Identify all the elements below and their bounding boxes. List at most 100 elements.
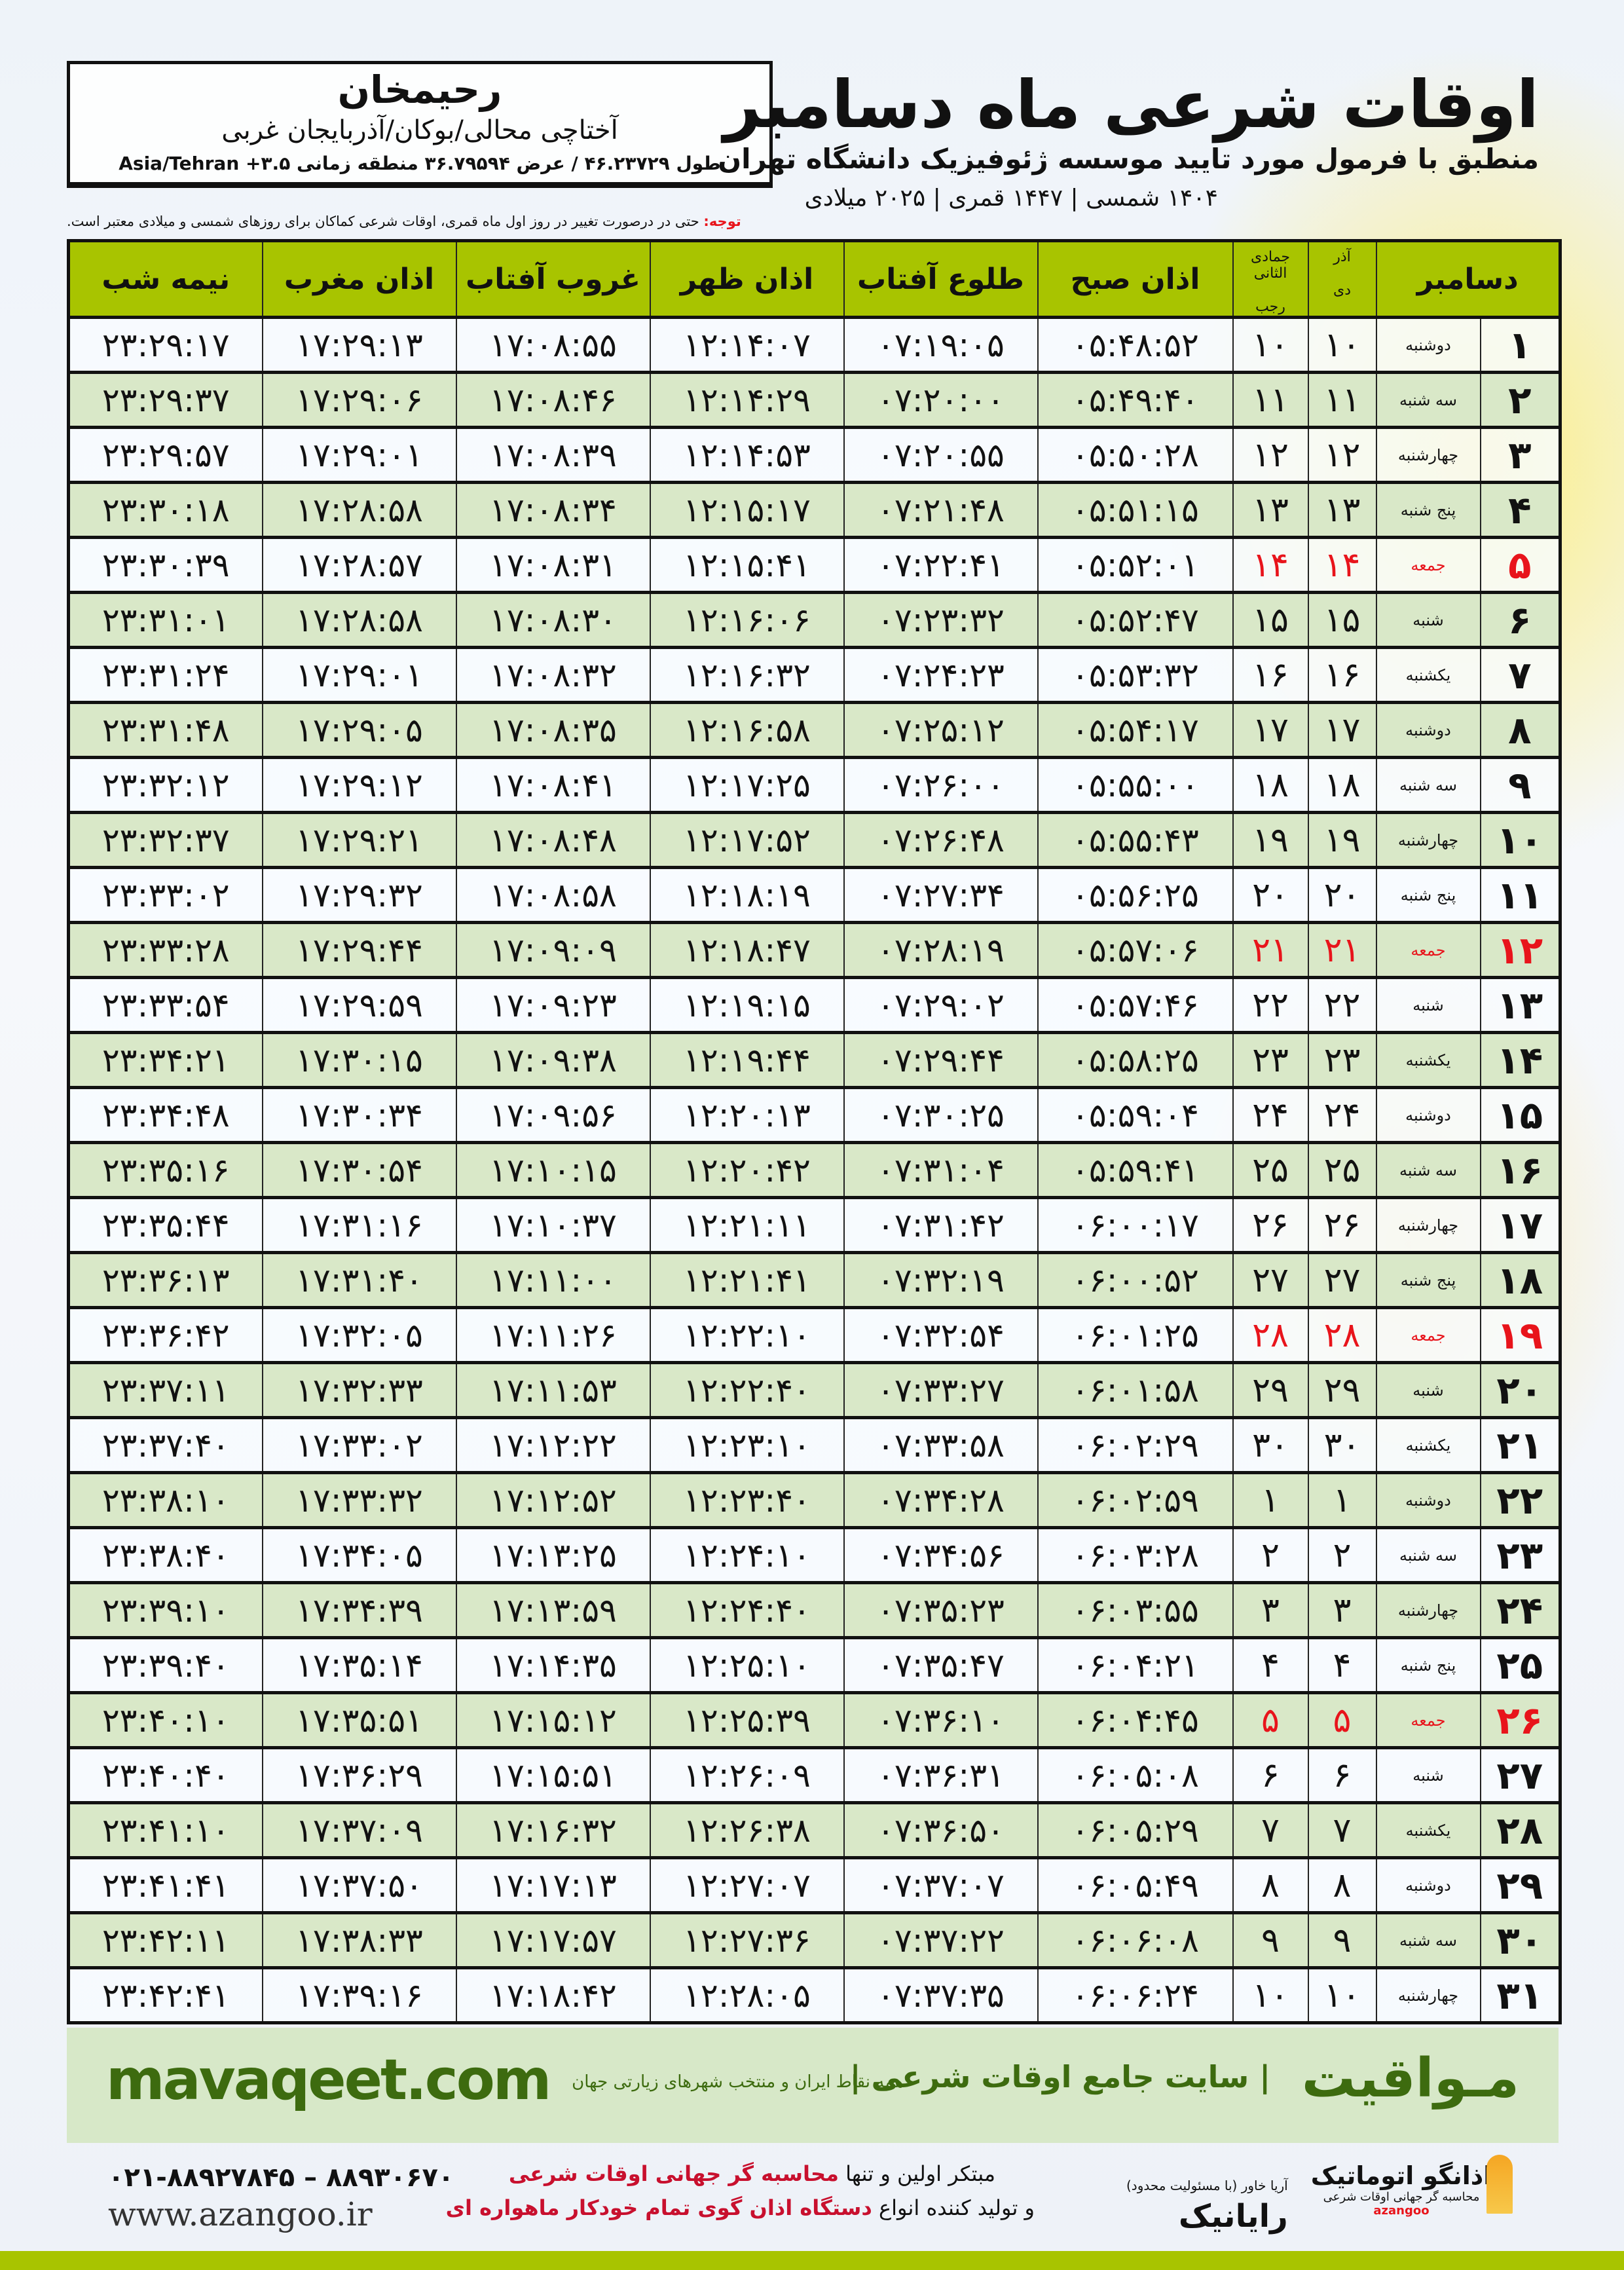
cell-dhuhr: ۱۲:۲۰:۱۳ bbox=[649, 1087, 844, 1144]
cell-fajr: ۰۵:۵۹:۴۱ bbox=[1037, 1142, 1233, 1199]
cell-dhuhr: ۱۲:۱۴:۲۹ bbox=[649, 372, 844, 429]
cell-sunset: ۱۷:۰۸:۵۸ bbox=[455, 867, 650, 924]
cell-qamari: ۲۳ bbox=[1232, 1032, 1308, 1089]
cell-sunrise: ۰۷:۳۳:۲۷ bbox=[843, 1362, 1038, 1419]
cell-fajr: ۰۶:۰۳:۲۸ bbox=[1037, 1527, 1233, 1584]
cell-sunrise: ۰۷:۳۷:۲۲ bbox=[843, 1912, 1038, 1969]
cell-shamsi: ۳۰ bbox=[1307, 1417, 1376, 1474]
cell-day: ۲۷ bbox=[1479, 1747, 1560, 1804]
cell-sunrise: ۰۷:۲۷:۳۴ bbox=[843, 867, 1038, 924]
cell-maghrib: ۱۷:۳۴:۳۹ bbox=[261, 1582, 456, 1639]
cell-fajr: ۰۶:۰۵:۴۹ bbox=[1037, 1857, 1233, 1914]
azangoo-url[interactable]: www.azangoo.ir bbox=[108, 2195, 373, 2233]
cell-midnight: ۲۳:۳۹:۱۰ bbox=[67, 1582, 263, 1639]
cell-qamari: ۱۵ bbox=[1232, 592, 1308, 649]
cell-dhuhr: ۱۲:۱۵:۴۱ bbox=[649, 537, 844, 594]
cell-weekday: پنج شنبه bbox=[1375, 482, 1481, 539]
cell-maghrib: ۱۷:۲۹:۰۱ bbox=[261, 427, 456, 484]
cell-maghrib: ۱۷:۳۸:۳۳ bbox=[261, 1912, 456, 1969]
table-row: ۱۲ جمعه ۲۱ ۲۱ ۰۵:۵۷:۰۶ ۰۷:۲۸:۱۹ ۱۲:۱۸:۴۷ ۱۷:۰۹:… bbox=[67, 922, 1560, 979]
cell-midnight: ۲۳:۳۱:۴۸ bbox=[67, 702, 263, 759]
cell-day: ۱۸ bbox=[1479, 1252, 1560, 1309]
cell-dhuhr: ۱۲:۲۱:۴۱ bbox=[649, 1252, 844, 1309]
cell-sunrise: ۰۷:۳۴:۲۸ bbox=[843, 1472, 1038, 1529]
cell-day: ۲۹ bbox=[1479, 1857, 1560, 1914]
cell-day: ۴ bbox=[1479, 482, 1560, 539]
cell-weekday: شنبه bbox=[1375, 1362, 1481, 1419]
cell-dhuhr: ۱۲:۱۶:۳۲ bbox=[649, 647, 844, 704]
cell-midnight: ۲۳:۳۰:۱۸ bbox=[67, 482, 263, 539]
site-url[interactable]: mavaqeet.com bbox=[106, 2047, 551, 2113]
cell-maghrib: ۱۷:۲۹:۵۹ bbox=[261, 977, 456, 1034]
cell-fajr: ۰۶:۰۰:۱۷ bbox=[1037, 1197, 1233, 1254]
cell-weekday: پنج شنبه bbox=[1375, 1637, 1481, 1694]
cell-qamari: ۱۰ bbox=[1232, 1967, 1308, 2024]
table-row: ۱۸ پنج شنبه ۲۷ ۲۷ ۰۶:۰۰:۵۲ ۰۷:۳۲:۱۹ ۱۲:۲۱:۴۱ ۱۷… bbox=[67, 1252, 1560, 1309]
cell-sunset: ۱۷:۰۹:۲۳ bbox=[455, 977, 650, 1034]
cell-fajr: ۰۶:۰۶:۰۸ bbox=[1037, 1912, 1233, 1969]
note: توجه: حتی در درصورت تغییر در روز اول ماه… bbox=[67, 214, 774, 229]
cell-sunset: ۱۷:۱۵:۱۲ bbox=[455, 1692, 650, 1749]
cell-fajr: ۰۶:۰۴:۴۵ bbox=[1037, 1692, 1233, 1749]
cell-midnight: ۲۳:۳۱:۰۱ bbox=[67, 592, 263, 649]
mavaqeet-banner: mavaqeet.com مـواقیت | سایت جامع اوقات ش… bbox=[67, 2028, 1559, 2143]
ad-line-2: و تولید کننده انواع دستگاه اذان گوی تمام… bbox=[446, 2195, 1035, 2220]
cell-maghrib: ۱۷:۲۹:۴۴ bbox=[261, 922, 456, 979]
location-coordinates: طول ۴۶.۲۳۷۲۹ / عرض ۳۶.۷۹۵۹۴ منطقه زمانی … bbox=[119, 153, 721, 174]
cell-qamari: ۲۴ bbox=[1232, 1087, 1308, 1144]
slogan: | سایت جامع اوقات شرعی | bbox=[849, 2059, 1270, 2094]
cell-day: ۱۲ bbox=[1479, 922, 1560, 979]
cell-dhuhr: ۱۲:۲۴:۱۰ bbox=[649, 1527, 844, 1584]
cell-weekday: جمعه bbox=[1375, 537, 1481, 594]
table-row: ۲۸ یکشنبه ۷ ۷ ۰۶:۰۵:۲۹ ۰۷:۳۶:۵۰ ۱۲:۲۶:۳۸ ۱۷:۱۶:… bbox=[67, 1802, 1560, 1859]
cell-sunset: ۱۷:۱۱:۲۶ bbox=[455, 1307, 650, 1364]
cell-dhuhr: ۱۲:۱۷:۲۵ bbox=[649, 757, 844, 814]
cell-day: ۲۱ bbox=[1479, 1417, 1560, 1474]
cell-maghrib: ۱۷:۳۰:۳۴ bbox=[261, 1087, 456, 1144]
cell-sunset: ۱۷:۰۸:۳۲ bbox=[455, 647, 650, 704]
cell-maghrib: ۱۷:۲۹:۱۲ bbox=[261, 757, 456, 814]
cell-shamsi: ۱۲ bbox=[1307, 427, 1376, 484]
cell-maghrib: ۱۷:۳۷:۵۰ bbox=[261, 1857, 456, 1914]
table-row: ۷ یکشنبه ۱۶ ۱۶ ۰۵:۵۳:۳۲ ۰۷:۲۴:۲۳ ۱۲:۱۶:۳۲ ۱۷:۰۸… bbox=[67, 647, 1560, 704]
cell-day: ۱ bbox=[1479, 317, 1560, 374]
cell-sunrise: ۰۷:۲۶:۰۰ bbox=[843, 757, 1038, 814]
table-row: ۳ چهارشنبه ۱۲ ۱۲ ۰۵:۵۰:۲۸ ۰۷:۲۰:۵۵ ۱۲:۱۴:۵۳ ۱۷:… bbox=[67, 427, 1560, 484]
cell-day: ۲۵ bbox=[1479, 1637, 1560, 1694]
cell-midnight: ۲۳:۴۱:۴۱ bbox=[67, 1857, 263, 1914]
header-maghrib: اذان مغرب bbox=[261, 240, 456, 319]
cell-sunrise: ۰۷:۳۳:۵۸ bbox=[843, 1417, 1038, 1474]
cell-maghrib: ۱۷:۳۴:۰۵ bbox=[261, 1527, 456, 1584]
cell-day: ۱۴ bbox=[1479, 1032, 1560, 1089]
cell-sunrise: ۰۷:۲۹:۰۲ bbox=[843, 977, 1038, 1034]
table-row: ۲۶ جمعه ۵ ۵ ۰۶:۰۴:۴۵ ۰۷:۳۶:۱۰ ۱۲:۲۵:۳۹ ۱۷:۱۵:۱۲… bbox=[67, 1692, 1560, 1749]
cell-midnight: ۲۳:۳۳:۵۴ bbox=[67, 977, 263, 1034]
cell-dhuhr: ۱۲:۱۹:۴۴ bbox=[649, 1032, 844, 1089]
cell-day: ۲۶ bbox=[1479, 1692, 1560, 1749]
cell-shamsi: ۱۳ bbox=[1307, 482, 1376, 539]
cell-sunrise: ۰۷:۳۵:۴۷ bbox=[843, 1637, 1038, 1694]
header-sunrise: طلوع آفتاب bbox=[843, 240, 1038, 319]
cell-shamsi: ۱۹ bbox=[1307, 812, 1376, 869]
cell-qamari: ۱ bbox=[1232, 1472, 1308, 1529]
cell-fajr: ۰۵:۴۸:۵۲ bbox=[1037, 317, 1233, 374]
cell-qamari: ۱۱ bbox=[1232, 372, 1308, 429]
cell-weekday: چهارشنبه bbox=[1375, 1582, 1481, 1639]
table-row: ۹ سه شنبه ۱۸ ۱۸ ۰۵:۵۵:۰۰ ۰۷:۲۶:۰۰ ۱۲:۱۷:۲۵ ۱۷:۰… bbox=[67, 757, 1560, 814]
table-row: ۱۳ شنبه ۲۲ ۲۲ ۰۵:۵۷:۴۶ ۰۷:۲۹:۰۲ ۱۲:۱۹:۱۵ ۱۷:۰۹:… bbox=[67, 977, 1560, 1034]
cell-fajr: ۰۵:۵۶:۲۵ bbox=[1037, 867, 1233, 924]
cell-sunset: ۱۷:۱۰:۱۵ bbox=[455, 1142, 650, 1199]
table-row: ۳۱ چهارشنبه ۱۰ ۱۰ ۰۶:۰۶:۲۴ ۰۷:۳۷:۳۵ ۱۲:۲۸:۰۵ ۱۷… bbox=[67, 1967, 1560, 2024]
cell-sunset: ۱۷:۰۸:۵۵ bbox=[455, 317, 650, 374]
cell-sunrise: ۰۷:۳۶:۵۰ bbox=[843, 1802, 1038, 1859]
table-row: ۲۲ دوشنبه ۱ ۱ ۰۶:۰۲:۵۹ ۰۷:۳۴:۲۸ ۱۲:۲۳:۴۰ ۱۷:۱۲:… bbox=[67, 1472, 1560, 1529]
cell-maghrib: ۱۷:۳۱:۱۶ bbox=[261, 1197, 456, 1254]
cell-midnight: ۲۳:۳۹:۴۰ bbox=[67, 1637, 263, 1694]
cell-fajr: ۰۵:۵۲:۰۱ bbox=[1037, 537, 1233, 594]
cell-midnight: ۲۳:۳۷:۱۱ bbox=[67, 1362, 263, 1419]
cell-shamsi: ۱۸ bbox=[1307, 757, 1376, 814]
cell-dhuhr: ۱۲:۲۵:۱۰ bbox=[649, 1637, 844, 1694]
cell-weekday: سه شنبه bbox=[1375, 1912, 1481, 1969]
cell-shamsi: ۲۳ bbox=[1307, 1032, 1376, 1089]
cell-weekday: جمعه bbox=[1375, 1307, 1481, 1364]
